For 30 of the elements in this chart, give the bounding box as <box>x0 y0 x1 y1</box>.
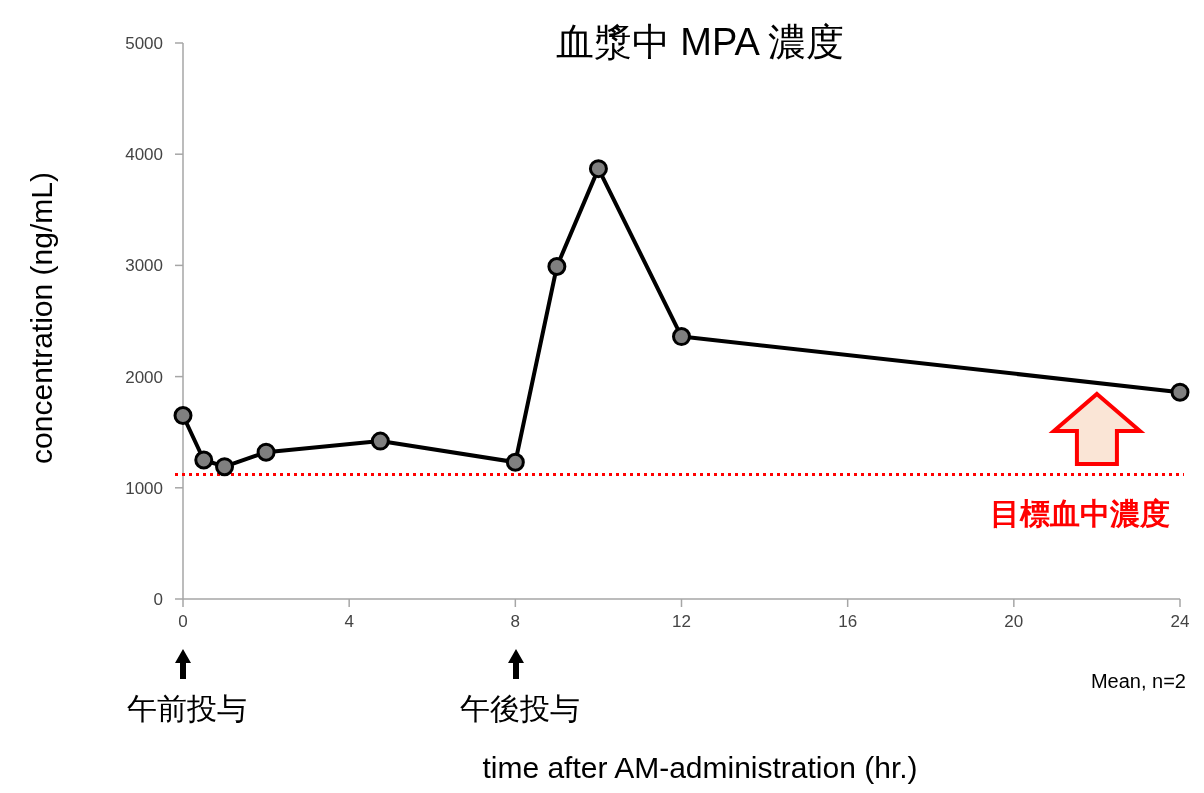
point <box>215 457 235 477</box>
point <box>370 431 390 451</box>
x-tick-label: 8 <box>510 612 521 631</box>
x-tick-label: 4 <box>344 612 354 631</box>
y-tick-label: 2000 <box>125 367 163 387</box>
x-tick-label: 0 <box>178 612 188 631</box>
x-tick-label: 20 <box>1004 612 1024 631</box>
point <box>588 159 608 179</box>
y-tick-label: 3000 <box>125 256 163 276</box>
y-tick-label: 1000 <box>125 478 163 498</box>
x-axis-title: time after AM-administration (hr.) <box>482 751 918 784</box>
y-tick-label: 5000 <box>125 33 163 53</box>
x-tick-label: 24 <box>1170 612 1190 631</box>
point <box>547 257 567 277</box>
x-tick-label: 16 <box>838 612 858 631</box>
text: Mean, n=2 <box>1090 670 1186 692</box>
y-axis-title: concentration (ng/mL) <box>25 172 58 464</box>
legend-label: 目標血中濃度 <box>990 497 1170 531</box>
x-tick-label: 12 <box>672 612 691 631</box>
chart-title: 血漿中 MPA 濃度 <box>555 21 845 63</box>
point <box>256 442 276 462</box>
text: 午前投与 <box>127 692 247 725</box>
y-tick-label: 4000 <box>125 145 163 165</box>
point <box>505 452 525 472</box>
point <box>173 406 193 426</box>
y-tick-label: 0 <box>153 589 163 609</box>
text: 午後投与 <box>460 692 580 725</box>
point <box>672 327 691 347</box>
point <box>1170 382 1190 402</box>
point <box>194 450 214 470</box>
